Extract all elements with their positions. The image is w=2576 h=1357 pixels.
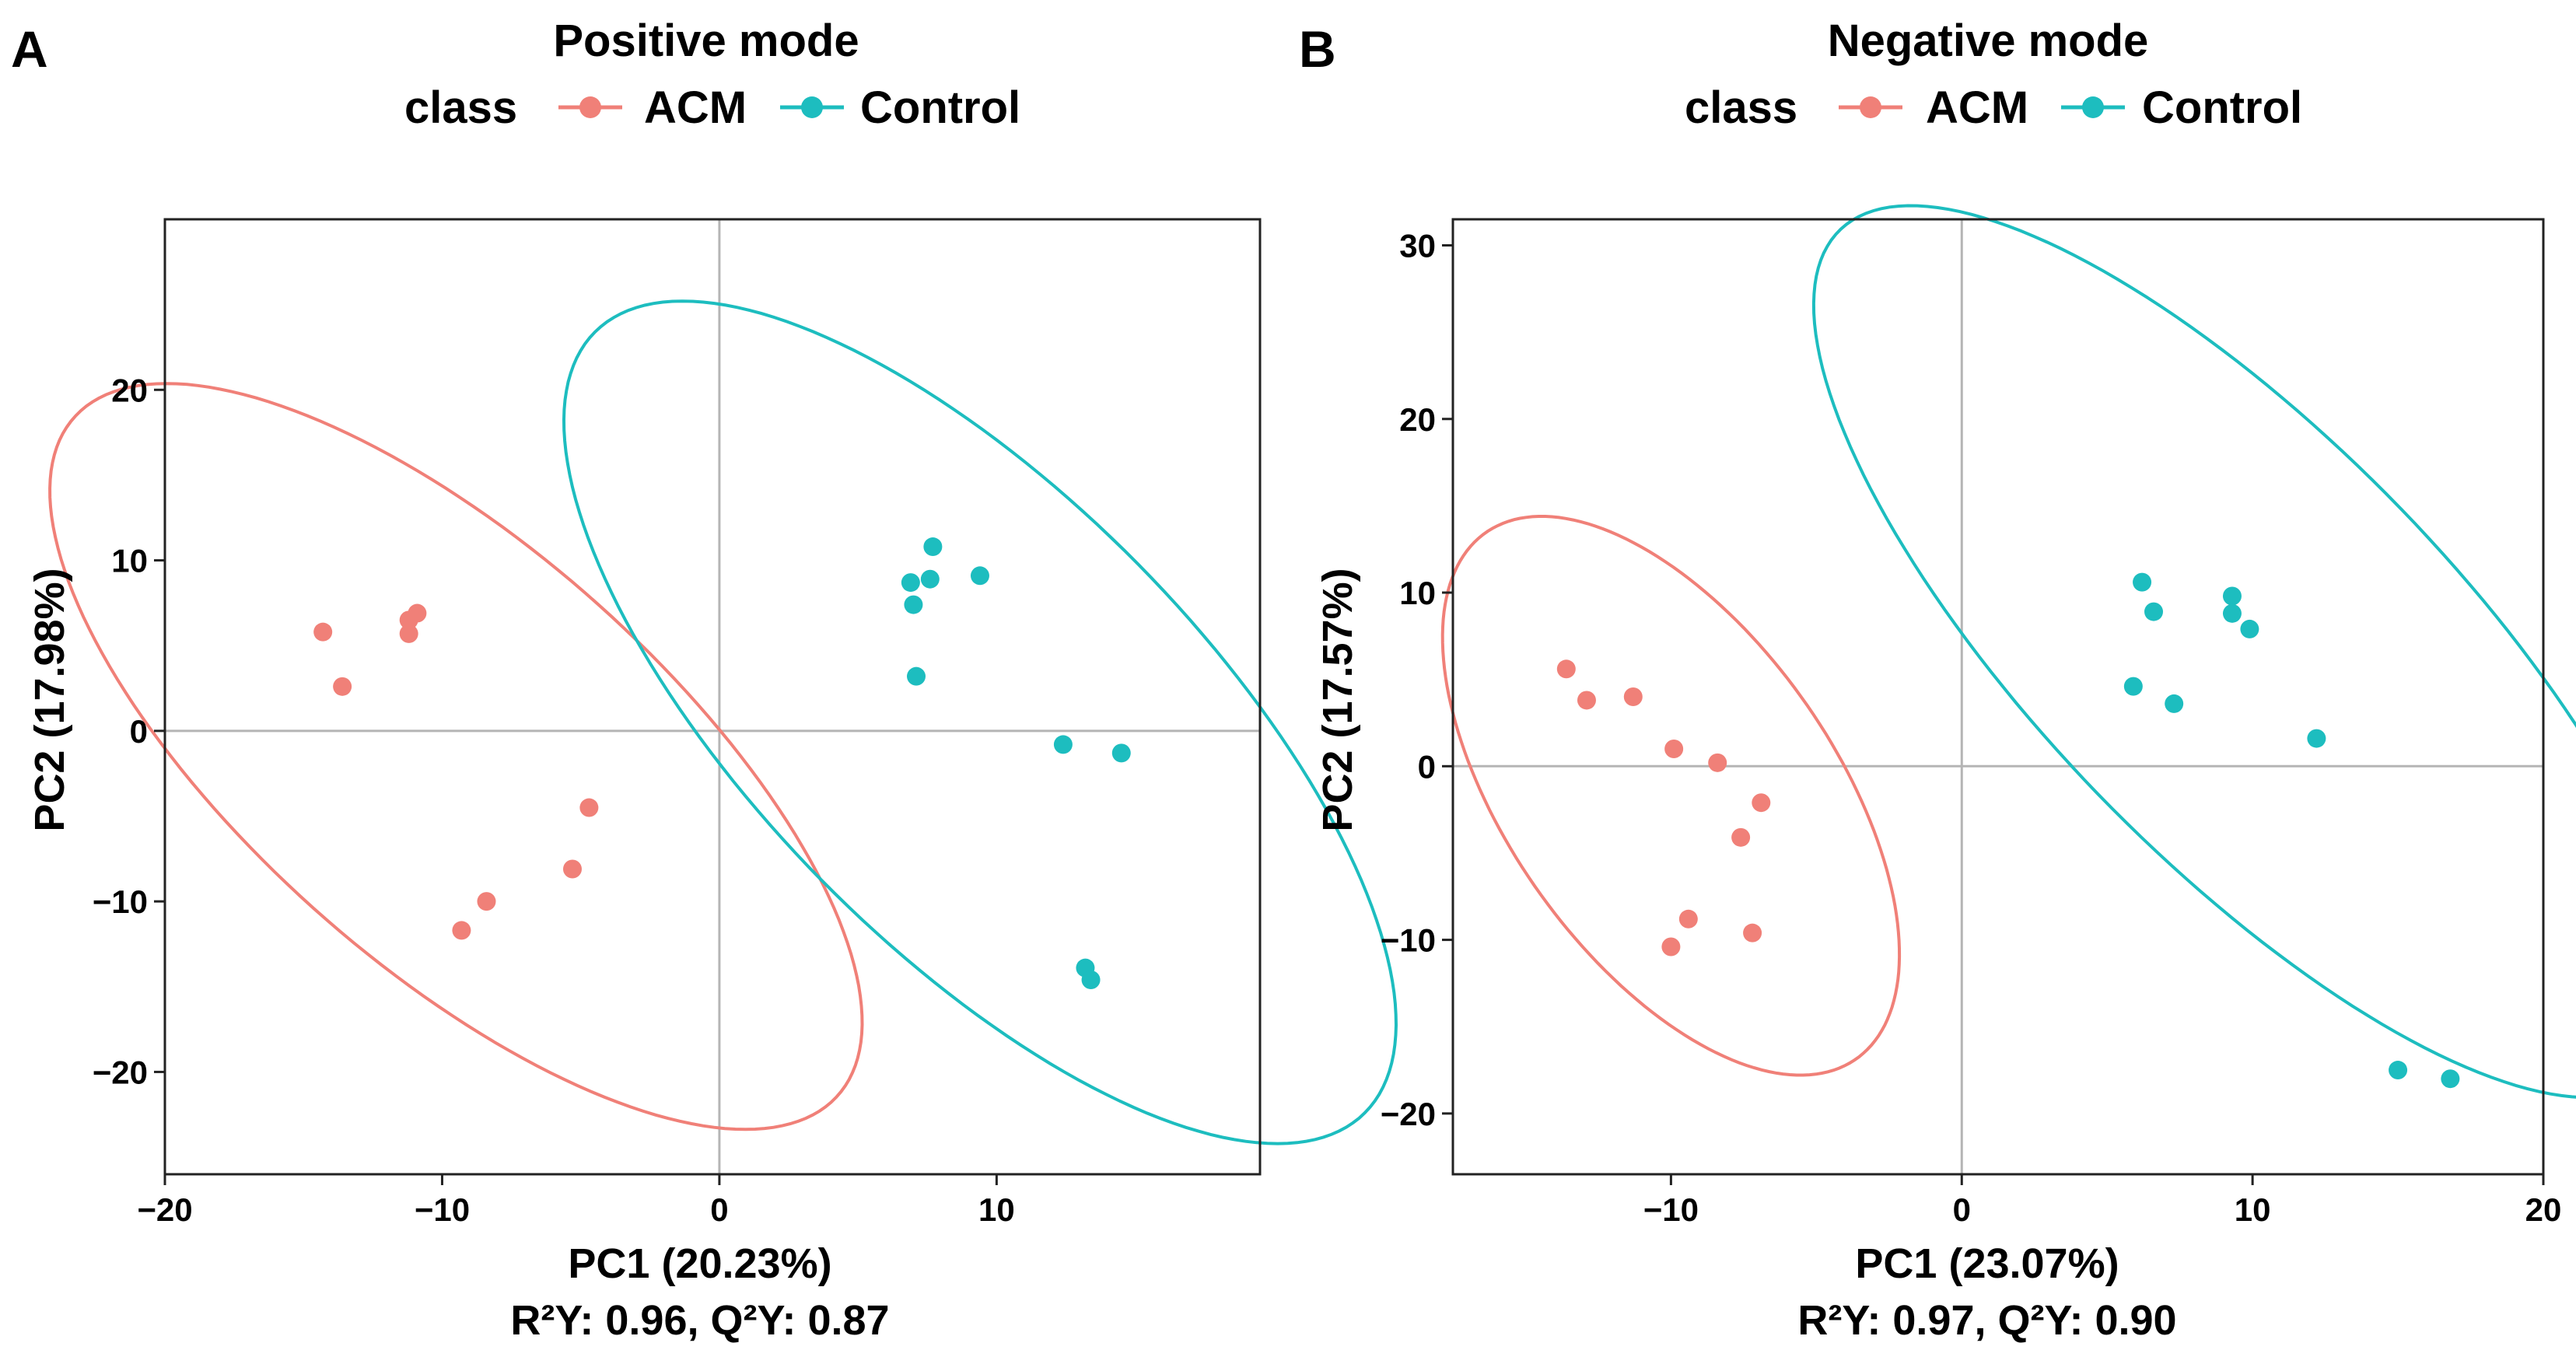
point-acm bbox=[1708, 753, 1727, 772]
y-tick-label: −20 bbox=[1381, 1096, 1436, 1132]
point-control bbox=[2133, 572, 2152, 592]
confidence-ellipses bbox=[1440, 204, 2576, 1099]
y-tick-label: −10 bbox=[93, 883, 148, 920]
point-control bbox=[2441, 1069, 2460, 1089]
point-acm bbox=[399, 624, 418, 643]
legend-control-marker bbox=[2082, 96, 2104, 118]
point-acm bbox=[579, 798, 599, 817]
point-control bbox=[1111, 743, 1131, 763]
point-acm bbox=[1623, 687, 1643, 706]
y-tick-label: 0 bbox=[130, 713, 148, 750]
y-axis-ticks: −20 −10 0 10 20 bbox=[93, 372, 165, 1090]
point-control bbox=[2307, 729, 2326, 748]
y-tick-label: 30 bbox=[1399, 227, 1436, 264]
confidence-ellipses bbox=[48, 299, 1398, 1145]
point-acm bbox=[408, 603, 427, 623]
x-tick-label: 20 bbox=[2525, 1191, 2562, 1228]
x-tick-label: −10 bbox=[1643, 1191, 1699, 1228]
legend-title: class bbox=[404, 82, 517, 133]
y-tick-label: −10 bbox=[1381, 922, 1436, 959]
legend-acm-label: ACM bbox=[1926, 82, 2028, 133]
chart-title: Negative mode bbox=[1828, 16, 2149, 66]
zero-lines bbox=[1453, 219, 2543, 1174]
y-tick-label: 10 bbox=[111, 543, 148, 579]
y-tick-label: 20 bbox=[1399, 401, 1436, 438]
legend-control-marker bbox=[801, 96, 823, 118]
point-acm bbox=[313, 622, 333, 642]
point-control bbox=[1081, 971, 1101, 990]
y-axis-label: PC2 (17.98%) bbox=[26, 568, 73, 831]
panel-b: B Negative mode class ACM Control −10 0 10… bbox=[1299, 16, 2576, 1344]
y-axis-label: PC2 (17.57%) bbox=[1314, 568, 1361, 831]
legend-control-label: Control bbox=[2142, 82, 2302, 133]
zero-lines bbox=[165, 219, 1260, 1174]
x-tick-label: 0 bbox=[1953, 1191, 1971, 1228]
point-control bbox=[901, 573, 920, 593]
x-tick-label: −10 bbox=[415, 1191, 470, 1228]
y-tick-label: 10 bbox=[1399, 575, 1436, 611]
ellipse-acm bbox=[1440, 515, 1902, 1077]
panel-letter: A bbox=[11, 20, 48, 78]
point-acm bbox=[1678, 909, 1698, 929]
ellipse-acm bbox=[48, 382, 864, 1131]
point-acm bbox=[333, 677, 352, 696]
y-axis-ticks: −20 −10 0 10 20 30 bbox=[1381, 227, 1453, 1132]
point-acm bbox=[1731, 827, 1751, 847]
point-acm bbox=[1556, 659, 1576, 679]
y-tick-label: 0 bbox=[1418, 748, 1436, 785]
point-acm bbox=[1664, 739, 1684, 758]
legend-control-label: Control bbox=[860, 82, 1020, 133]
chart-title: Positive mode bbox=[553, 16, 859, 66]
panel-letter: B bbox=[1299, 20, 1336, 78]
point-control bbox=[2144, 602, 2164, 621]
point-control bbox=[970, 566, 989, 586]
point-control bbox=[920, 569, 940, 589]
score-points bbox=[1556, 572, 2460, 1089]
y-tick-label: 20 bbox=[111, 372, 148, 408]
legend-acm-marker bbox=[1860, 96, 1881, 118]
point-control bbox=[2165, 694, 2184, 713]
ellipse-control bbox=[1811, 204, 2576, 1099]
y-tick-label: −20 bbox=[93, 1054, 148, 1090]
point-control bbox=[2222, 603, 2242, 623]
point-acm bbox=[1743, 923, 1762, 943]
legend-acm-marker bbox=[579, 96, 601, 118]
x-tick-label: 10 bbox=[978, 1191, 1015, 1228]
point-control bbox=[1053, 735, 1073, 754]
score-points bbox=[313, 537, 1131, 990]
point-acm bbox=[562, 859, 582, 879]
point-control bbox=[2240, 619, 2259, 638]
x-tick-label: −20 bbox=[137, 1191, 192, 1228]
x-tick-label: 10 bbox=[2235, 1191, 2271, 1228]
plot-frame bbox=[1451, 218, 2545, 1176]
legend: class ACM Control bbox=[1685, 82, 2302, 133]
model-stats: R²Y: 0.97, Q²Y: 0.90 bbox=[1797, 1297, 2176, 1344]
point-acm bbox=[477, 892, 496, 911]
point-acm bbox=[452, 921, 471, 940]
x-tick-label: 0 bbox=[710, 1191, 728, 1228]
panel-a: A Positive mode class ACM Control −20 −10… bbox=[11, 16, 1398, 1344]
x-axis-ticks: −20 −10 0 10 bbox=[137, 1174, 1015, 1228]
x-axis-label: PC1 (20.23%) bbox=[568, 1240, 831, 1287]
point-control bbox=[906, 666, 926, 686]
point-control bbox=[923, 537, 943, 557]
legend: class ACM Control bbox=[404, 82, 1020, 133]
point-control bbox=[904, 595, 923, 614]
x-axis-label: PC1 (23.07%) bbox=[1855, 1240, 2119, 1287]
point-control bbox=[2222, 586, 2242, 606]
point-acm bbox=[1577, 691, 1596, 710]
x-axis-ticks: −10 0 10 20 bbox=[1643, 1174, 2562, 1228]
model-stats: R²Y: 0.96, Q²Y: 0.87 bbox=[510, 1297, 889, 1344]
plot-frame bbox=[163, 218, 1262, 1176]
point-control bbox=[2389, 1061, 2408, 1080]
point-control bbox=[2123, 677, 2143, 696]
ellipse-control bbox=[562, 299, 1398, 1145]
legend-acm-label: ACM bbox=[644, 82, 747, 133]
legend-title: class bbox=[1685, 82, 1797, 133]
point-acm bbox=[1752, 793, 1771, 813]
point-acm bbox=[1661, 937, 1681, 957]
